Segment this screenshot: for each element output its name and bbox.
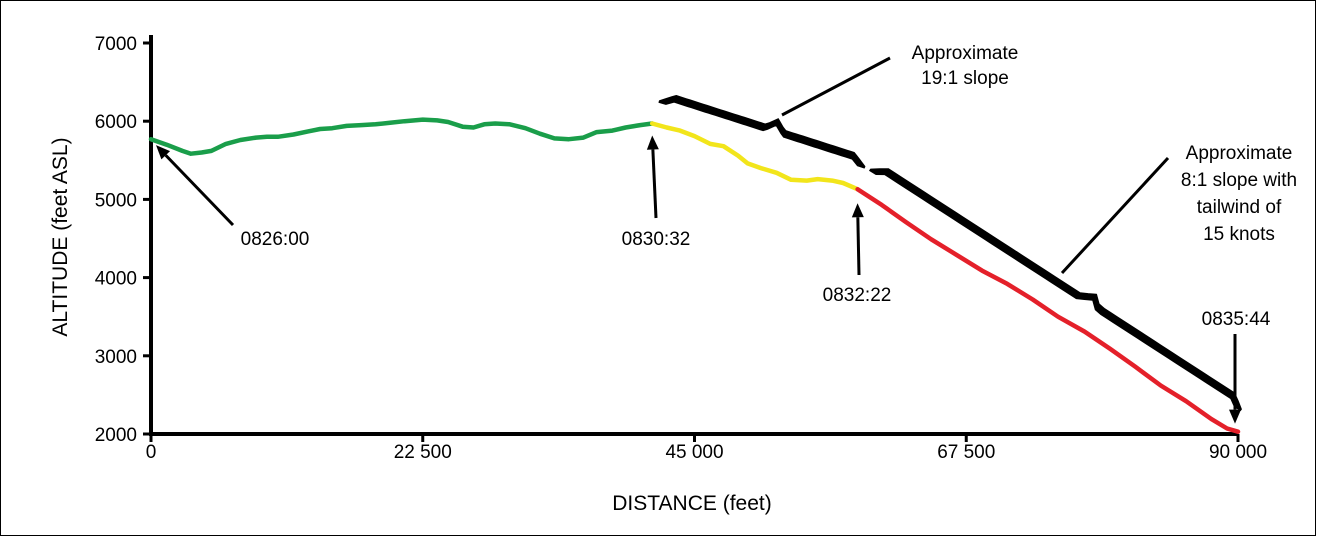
y-tick-label: 5000 xyxy=(95,190,137,211)
arrow-0830-32 xyxy=(646,135,659,219)
series-line-3 xyxy=(855,186,1241,434)
annotation-19-1-slope: Approximate 19:1 slope xyxy=(912,43,1019,89)
y-tick-label: 3000 xyxy=(95,347,137,368)
arrow-0835-44 xyxy=(1229,334,1241,424)
axes xyxy=(149,35,1238,436)
series-line-1 xyxy=(148,117,655,156)
x-tick-label: 90 000 xyxy=(1209,442,1267,463)
y-tick-label: 2000 xyxy=(95,425,137,446)
series-line-2 xyxy=(649,121,860,192)
leader-19-1 xyxy=(781,56,891,117)
leader-8-1 xyxy=(1060,156,1170,275)
annotation-0832-22: 0832:22 xyxy=(823,285,892,306)
x-axis-label: DISTANCE (feet) xyxy=(612,492,771,515)
x-tick-label: 67 500 xyxy=(937,442,995,463)
slope-bracket-8-1 xyxy=(869,168,1242,412)
tick-labels: 2000 3000 4000 5000 6000 7000 0 22 500 45 000 67 … xyxy=(95,34,1267,463)
y-axis-label: ALTITUDE (feet ASL) xyxy=(49,137,72,336)
annotation-8-1-slope: Approximate 8:1 slope with tailwind of 15 k… xyxy=(1181,143,1297,245)
slope-bracket-19-1 xyxy=(658,95,866,169)
y-tick-label: 6000 xyxy=(95,112,137,133)
annotations: 0826:00 0830:32 0832:22 0835:44 Approximate 1… xyxy=(156,43,1297,424)
x-tick-label: 22 500 xyxy=(394,442,452,463)
x-tick-label: 0 xyxy=(146,442,157,463)
series-lines xyxy=(148,117,1241,434)
annotation-0835-44: 0835:44 xyxy=(1202,309,1271,330)
x-tick-label: 45 000 xyxy=(665,442,723,463)
y-tick-label: 7000 xyxy=(95,34,137,55)
annotation-0826-00: 0826:00 xyxy=(241,229,310,250)
arrow-0826-00 xyxy=(156,145,235,227)
annotation-0830-32: 0830:32 xyxy=(622,229,691,250)
y-tick-label: 4000 xyxy=(95,269,137,290)
arrow-0832-22 xyxy=(851,203,864,276)
